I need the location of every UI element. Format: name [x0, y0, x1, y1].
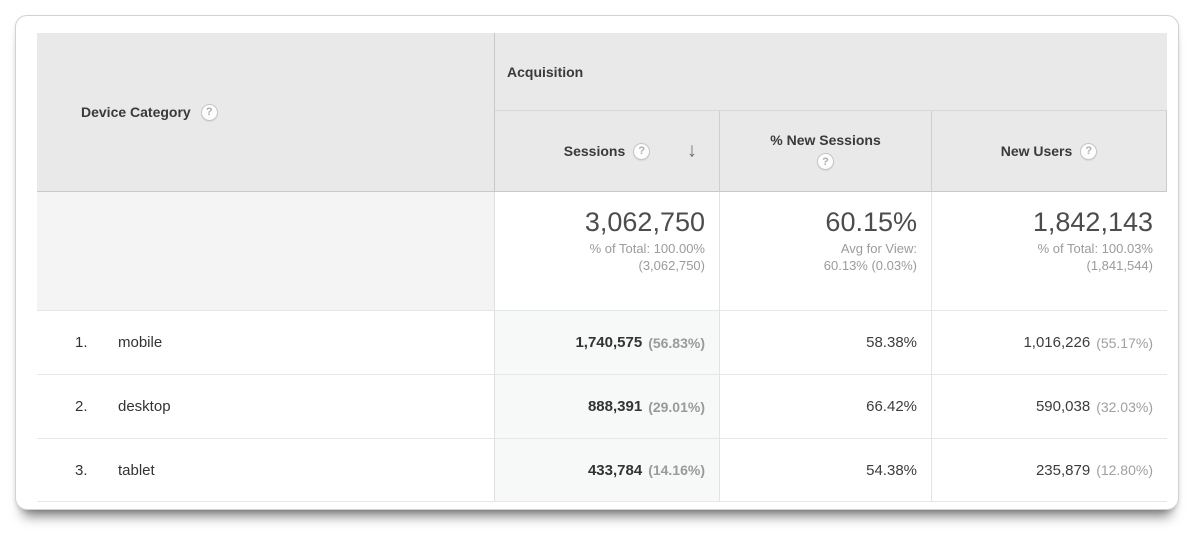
- row-percent-new-sessions-cell: 66.42%: [719, 374, 931, 438]
- row-sessions-cell: 433,784 (14.16%): [494, 438, 719, 502]
- new-users-share: (12.80%): [1096, 462, 1153, 478]
- analytics-table-card: Device Category ? Acquisition Sessions ?…: [15, 15, 1179, 510]
- table-row-dimension[interactable]: 1. mobile: [37, 310, 494, 374]
- column-header-percent-new-sessions[interactable]: % New Sessions ?: [719, 111, 931, 192]
- help-icon[interactable]: ?: [817, 153, 834, 170]
- percent-new-sessions-value: 58.38%: [866, 334, 917, 351]
- row-label-mobile[interactable]: mobile: [118, 334, 163, 351]
- row-rank: 3.: [75, 461, 88, 479]
- sessions-value: 888,391: [587, 398, 643, 415]
- table-row-dimension[interactable]: 2. desktop: [37, 374, 494, 438]
- row-sessions-cell: 888,391 (29.01%): [494, 374, 719, 438]
- column-header-sessions[interactable]: Sessions ? ↓: [494, 111, 719, 192]
- new-users-header-label: New Users: [1000, 143, 1073, 159]
- new-users-value: 590,038: [1035, 398, 1091, 415]
- row-label-desktop[interactable]: desktop: [118, 398, 171, 415]
- help-icon[interactable]: ?: [200, 103, 218, 121]
- column-header-new-users[interactable]: New Users ?: [931, 111, 1167, 192]
- summary-sessions-cell: 3,062,750 % of Total: 100.00% (3,062,750…: [494, 192, 719, 310]
- summary-new-users-value: 1,842,143: [1032, 207, 1153, 237]
- sessions-value: 1,740,575: [575, 334, 643, 351]
- sessions-share: (56.83%): [648, 334, 705, 351]
- row-new-users-cell: 590,038 (32.03%): [931, 374, 1167, 438]
- new-users-value: 235,879: [1035, 461, 1091, 479]
- row-sessions-cell: 1,740,575 (56.83%): [494, 310, 719, 374]
- summary-percent-new-sessions-line1: Avg for View:: [840, 241, 917, 256]
- row-percent-new-sessions-cell: 58.38%: [719, 310, 931, 374]
- row-label-tablet[interactable]: tablet: [118, 461, 155, 479]
- sort-descending-icon[interactable]: ↓: [687, 139, 697, 162]
- sessions-header-label: Sessions: [563, 143, 626, 159]
- summary-dimension-cell: [37, 192, 494, 310]
- summary-percent-new-sessions-value: 60.15%: [825, 207, 917, 237]
- summary-new-users-line1: % of Total: 100.03%: [1037, 241, 1153, 256]
- help-icon[interactable]: ?: [633, 142, 651, 160]
- percent-new-sessions-value: 54.38%: [866, 461, 917, 479]
- summary-sessions-value: 3,062,750: [584, 207, 705, 237]
- sessions-share: (29.01%): [648, 398, 705, 415]
- group-header-acquisition: Acquisition: [494, 33, 1167, 111]
- sessions-header-row: Sessions ?: [563, 142, 651, 160]
- summary-new-users-line2: (1,841,544): [1086, 258, 1154, 273]
- row-new-users-cell: 1,016,226 (55.17%): [931, 310, 1167, 374]
- row-rank: 2.: [75, 398, 88, 415]
- percent-new-sessions-header-label: % New Sessions: [770, 132, 881, 148]
- row-percent-new-sessions-cell: 54.38%: [719, 438, 931, 502]
- summary-percent-new-sessions-line2: 60.13% (0.03%): [823, 258, 917, 273]
- help-icon[interactable]: ?: [1080, 142, 1098, 160]
- summary-sessions-line1: % of Total: 100.00%: [589, 241, 705, 256]
- summary-percent-new-sessions-cell: 60.15% Avg for View: 60.13% (0.03%): [719, 192, 931, 310]
- summary-sessions-line2: (3,062,750): [638, 258, 706, 273]
- percent-new-sessions-value: 66.42%: [866, 398, 917, 415]
- device-category-header-label: Device Category: [81, 104, 191, 120]
- new-users-share: (32.03%): [1096, 398, 1153, 415]
- summary-new-users-cell: 1,842,143 % of Total: 100.03% (1,841,544…: [931, 192, 1167, 310]
- column-header-device-category[interactable]: Device Category ?: [37, 33, 494, 192]
- new-users-header-row: New Users ?: [1000, 142, 1098, 160]
- sessions-value: 433,784: [587, 461, 643, 479]
- new-users-share: (55.17%): [1096, 334, 1153, 351]
- row-new-users-cell: 235,879 (12.80%): [931, 438, 1167, 502]
- sessions-share: (14.16%): [648, 462, 705, 478]
- ga-data-table: Device Category ? Acquisition Sessions ?…: [37, 33, 1167, 502]
- new-users-value: 1,016,226: [1023, 334, 1091, 351]
- acquisition-header-label: Acquisition: [507, 63, 584, 80]
- table-row-dimension[interactable]: 3. tablet: [37, 438, 494, 502]
- row-rank: 1.: [75, 334, 88, 351]
